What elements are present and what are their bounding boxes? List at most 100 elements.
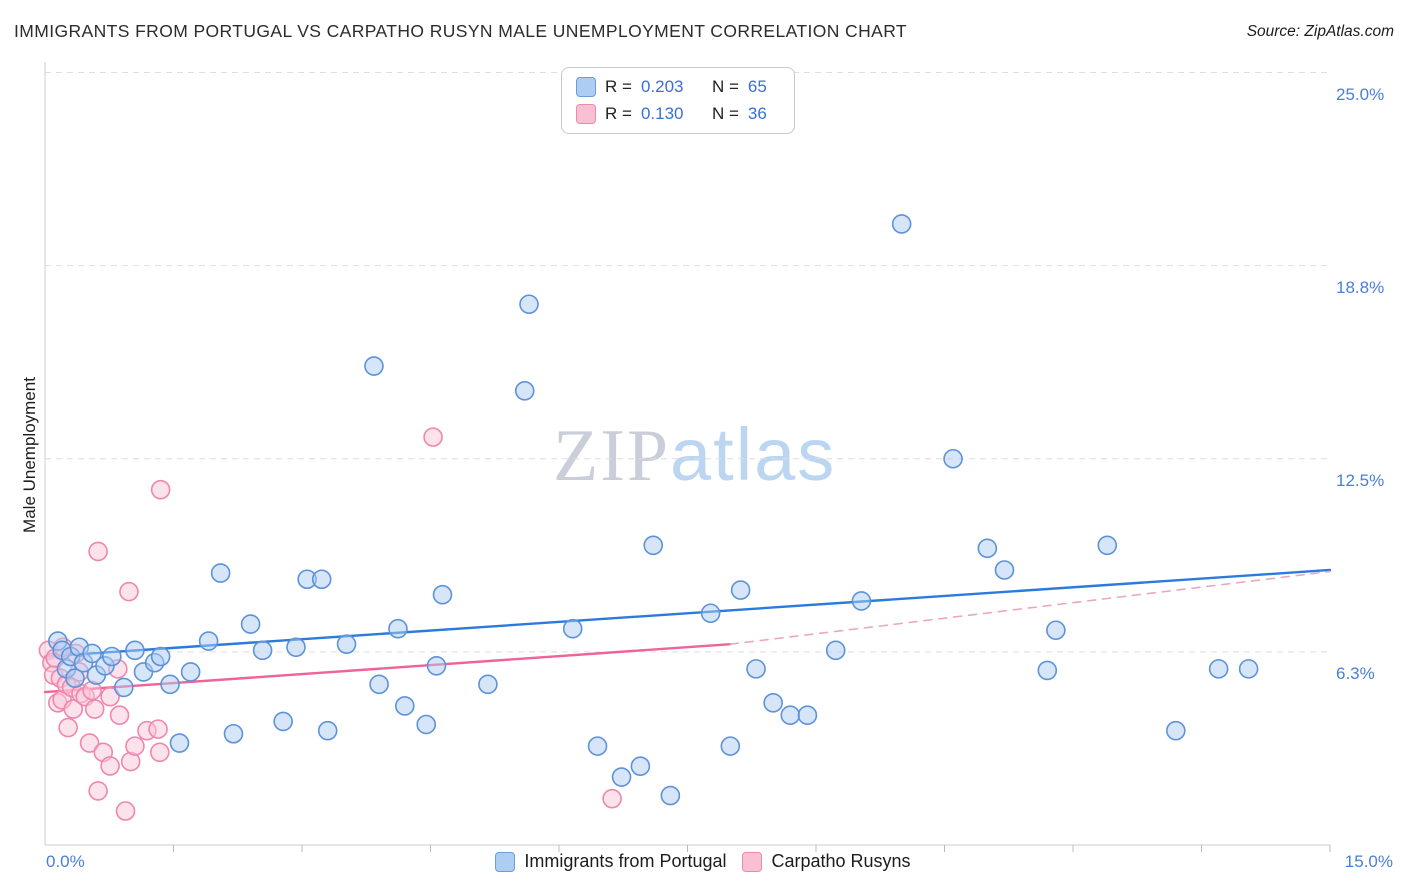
portugal-swatch-icon: [495, 851, 516, 872]
data-point: [394, 696, 415, 716]
data-point: [252, 640, 273, 661]
data-point: [369, 674, 389, 695]
data-point: [977, 538, 998, 559]
data-point: [148, 719, 168, 739]
data-point: [720, 736, 741, 756]
data-point: [82, 643, 102, 664]
data-point: [149, 742, 170, 763]
data-point: [125, 640, 145, 661]
data-point: [478, 674, 498, 695]
data-point: [198, 631, 219, 651]
data-point: [79, 733, 100, 753]
data-point: [180, 662, 201, 682]
data-point: [994, 560, 1015, 580]
watermark: ZIPatlas: [553, 412, 836, 499]
data-point: [150, 479, 171, 500]
data-point: [780, 705, 801, 726]
n-value: 65: [747, 77, 767, 96]
data-point: [519, 294, 539, 315]
legend-item-label: Immigrants from Portugal: [524, 851, 727, 871]
legend-item-portugal: Immigrants from Portugal: [495, 851, 726, 872]
data-point: [630, 756, 651, 777]
data-point: [114, 677, 134, 698]
data-point: [797, 705, 818, 726]
legend-row-portugal: R = 0.203 N = 65: [576, 77, 778, 97]
data-point: [100, 756, 120, 776]
n-label: N =: [711, 104, 739, 123]
data-point: [65, 668, 85, 688]
x-axis-max-label: 15.0%: [1344, 852, 1393, 871]
data-point: [317, 720, 338, 741]
series-legend: Immigrants from Portugal Carpatho Rusyns: [0, 851, 1406, 872]
data-point: [88, 541, 108, 562]
data-point: [416, 714, 437, 735]
data-point: [891, 214, 912, 234]
r-value: 0.130: [640, 104, 684, 123]
correlation-legend-box: R = 0.203 N = 65 R = 0.130 N = 36: [561, 67, 795, 134]
y-tick-label: 12.5%: [1336, 470, 1385, 490]
data-point: [109, 705, 130, 726]
data-point: [763, 693, 783, 713]
y-tick-label: 6.3%: [1336, 663, 1375, 683]
r-label: R =: [605, 104, 632, 123]
data-point: [336, 634, 357, 654]
data-point: [514, 380, 535, 401]
data-point: [700, 603, 721, 624]
data-point: [643, 535, 664, 556]
data-point: [100, 686, 120, 707]
data-point: [119, 581, 139, 602]
data-point: [426, 655, 447, 676]
data-point: [102, 646, 122, 667]
data-point: [432, 584, 453, 605]
data-point: [115, 801, 136, 821]
data-point: [210, 563, 231, 583]
trend-line-solid: [43, 642, 732, 694]
trend-line-dashed: [729, 570, 1331, 645]
legend-row-rusyn: R = 0.130 N = 36: [576, 104, 778, 124]
watermark-atlas: atlas: [670, 413, 837, 496]
data-point: [660, 785, 681, 806]
n-label: N =: [711, 77, 739, 96]
data-point: [223, 723, 244, 744]
n-value: 36: [747, 104, 767, 123]
data-point: [943, 448, 963, 469]
data-point: [240, 614, 261, 634]
data-point: [423, 427, 443, 447]
watermark-zip: ZIP: [553, 415, 670, 497]
data-point: [1037, 660, 1058, 681]
page-title: IMMIGRANTS FROM PORTUGAL VS CARPATHO RUS…: [14, 21, 908, 41]
data-point: [611, 767, 632, 787]
data-point: [311, 569, 332, 590]
data-point: [562, 618, 583, 639]
data-point: [730, 580, 751, 600]
legend-item-rusyn: Carpatho Rusyns: [742, 851, 911, 872]
data-point: [88, 781, 108, 801]
data-point: [746, 659, 766, 679]
legend-item-label: Carpatho Rusyns: [771, 851, 911, 871]
rusyn-swatch-icon: [576, 104, 596, 124]
data-point: [1208, 659, 1229, 679]
data-point: [851, 591, 872, 611]
y-tick-label: 25.0%: [1336, 84, 1385, 104]
rusyn-swatch-icon: [742, 851, 763, 872]
data-point: [125, 736, 145, 756]
data-point: [58, 717, 78, 738]
y-axis-title: Male Unemployment: [20, 377, 39, 533]
data-point: [388, 618, 408, 639]
data-point: [150, 646, 171, 667]
data-point: [364, 356, 384, 376]
y-tick-label: 18.8%: [1336, 277, 1385, 297]
data-point: [1046, 620, 1066, 641]
data-point: [602, 788, 622, 809]
data-point: [160, 674, 180, 695]
data-point: [1166, 720, 1186, 741]
x-axis-min-label: 0.0%: [46, 852, 85, 871]
data-point: [63, 699, 84, 719]
r-value: 0.203: [640, 77, 684, 96]
r-label: R =: [605, 77, 632, 96]
data-point: [1097, 535, 1118, 556]
portugal-swatch-icon: [576, 77, 596, 97]
data-point: [587, 736, 608, 756]
data-point: [273, 711, 293, 732]
